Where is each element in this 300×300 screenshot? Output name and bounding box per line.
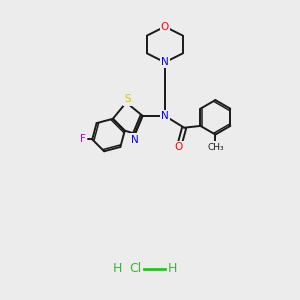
- Text: N: N: [131, 135, 139, 145]
- Text: H: H: [168, 262, 177, 275]
- Text: Cl: Cl: [129, 262, 141, 275]
- Text: S: S: [124, 94, 131, 104]
- Text: O: O: [161, 22, 169, 32]
- Text: O: O: [174, 142, 182, 152]
- Text: F: F: [80, 134, 86, 144]
- Text: N: N: [161, 57, 169, 67]
- Text: CH₃: CH₃: [208, 142, 225, 152]
- Text: N: N: [161, 111, 169, 121]
- Text: H: H: [112, 262, 122, 275]
